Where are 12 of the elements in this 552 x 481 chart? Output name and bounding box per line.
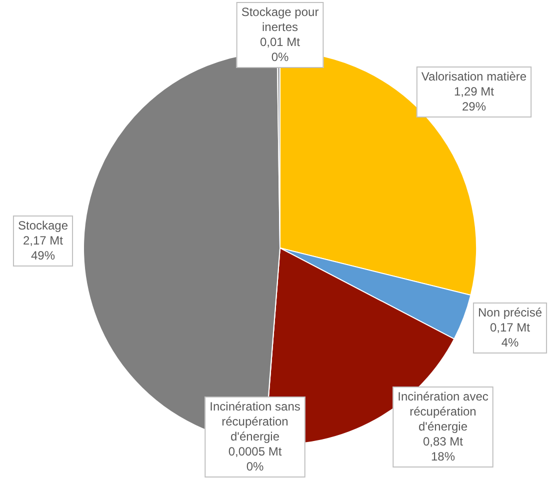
data-label: 0,0005 Mt 0% <box>228 444 282 474</box>
slice-label: Incinération avec récupération d'énergie <box>398 389 488 434</box>
slice-label: Stockage <box>18 218 68 232</box>
data-label: 1,29 Mt 29% <box>454 84 495 114</box>
slice-label: Incinération sans récupération d'énergie <box>210 399 300 444</box>
slice-label: Non précisé <box>478 305 542 320</box>
slice-label: Valorisation matière <box>421 69 527 84</box>
data-label: 0,01 Mt 0% <box>260 34 301 64</box>
data-label: 0,83 Mt 18% <box>422 434 464 464</box>
data-label: 2,17 Mt 49% <box>22 233 64 262</box>
slice-label: Stockage pour inertes <box>241 4 319 34</box>
data-label: 0,17 Mt 4% <box>490 320 531 350</box>
